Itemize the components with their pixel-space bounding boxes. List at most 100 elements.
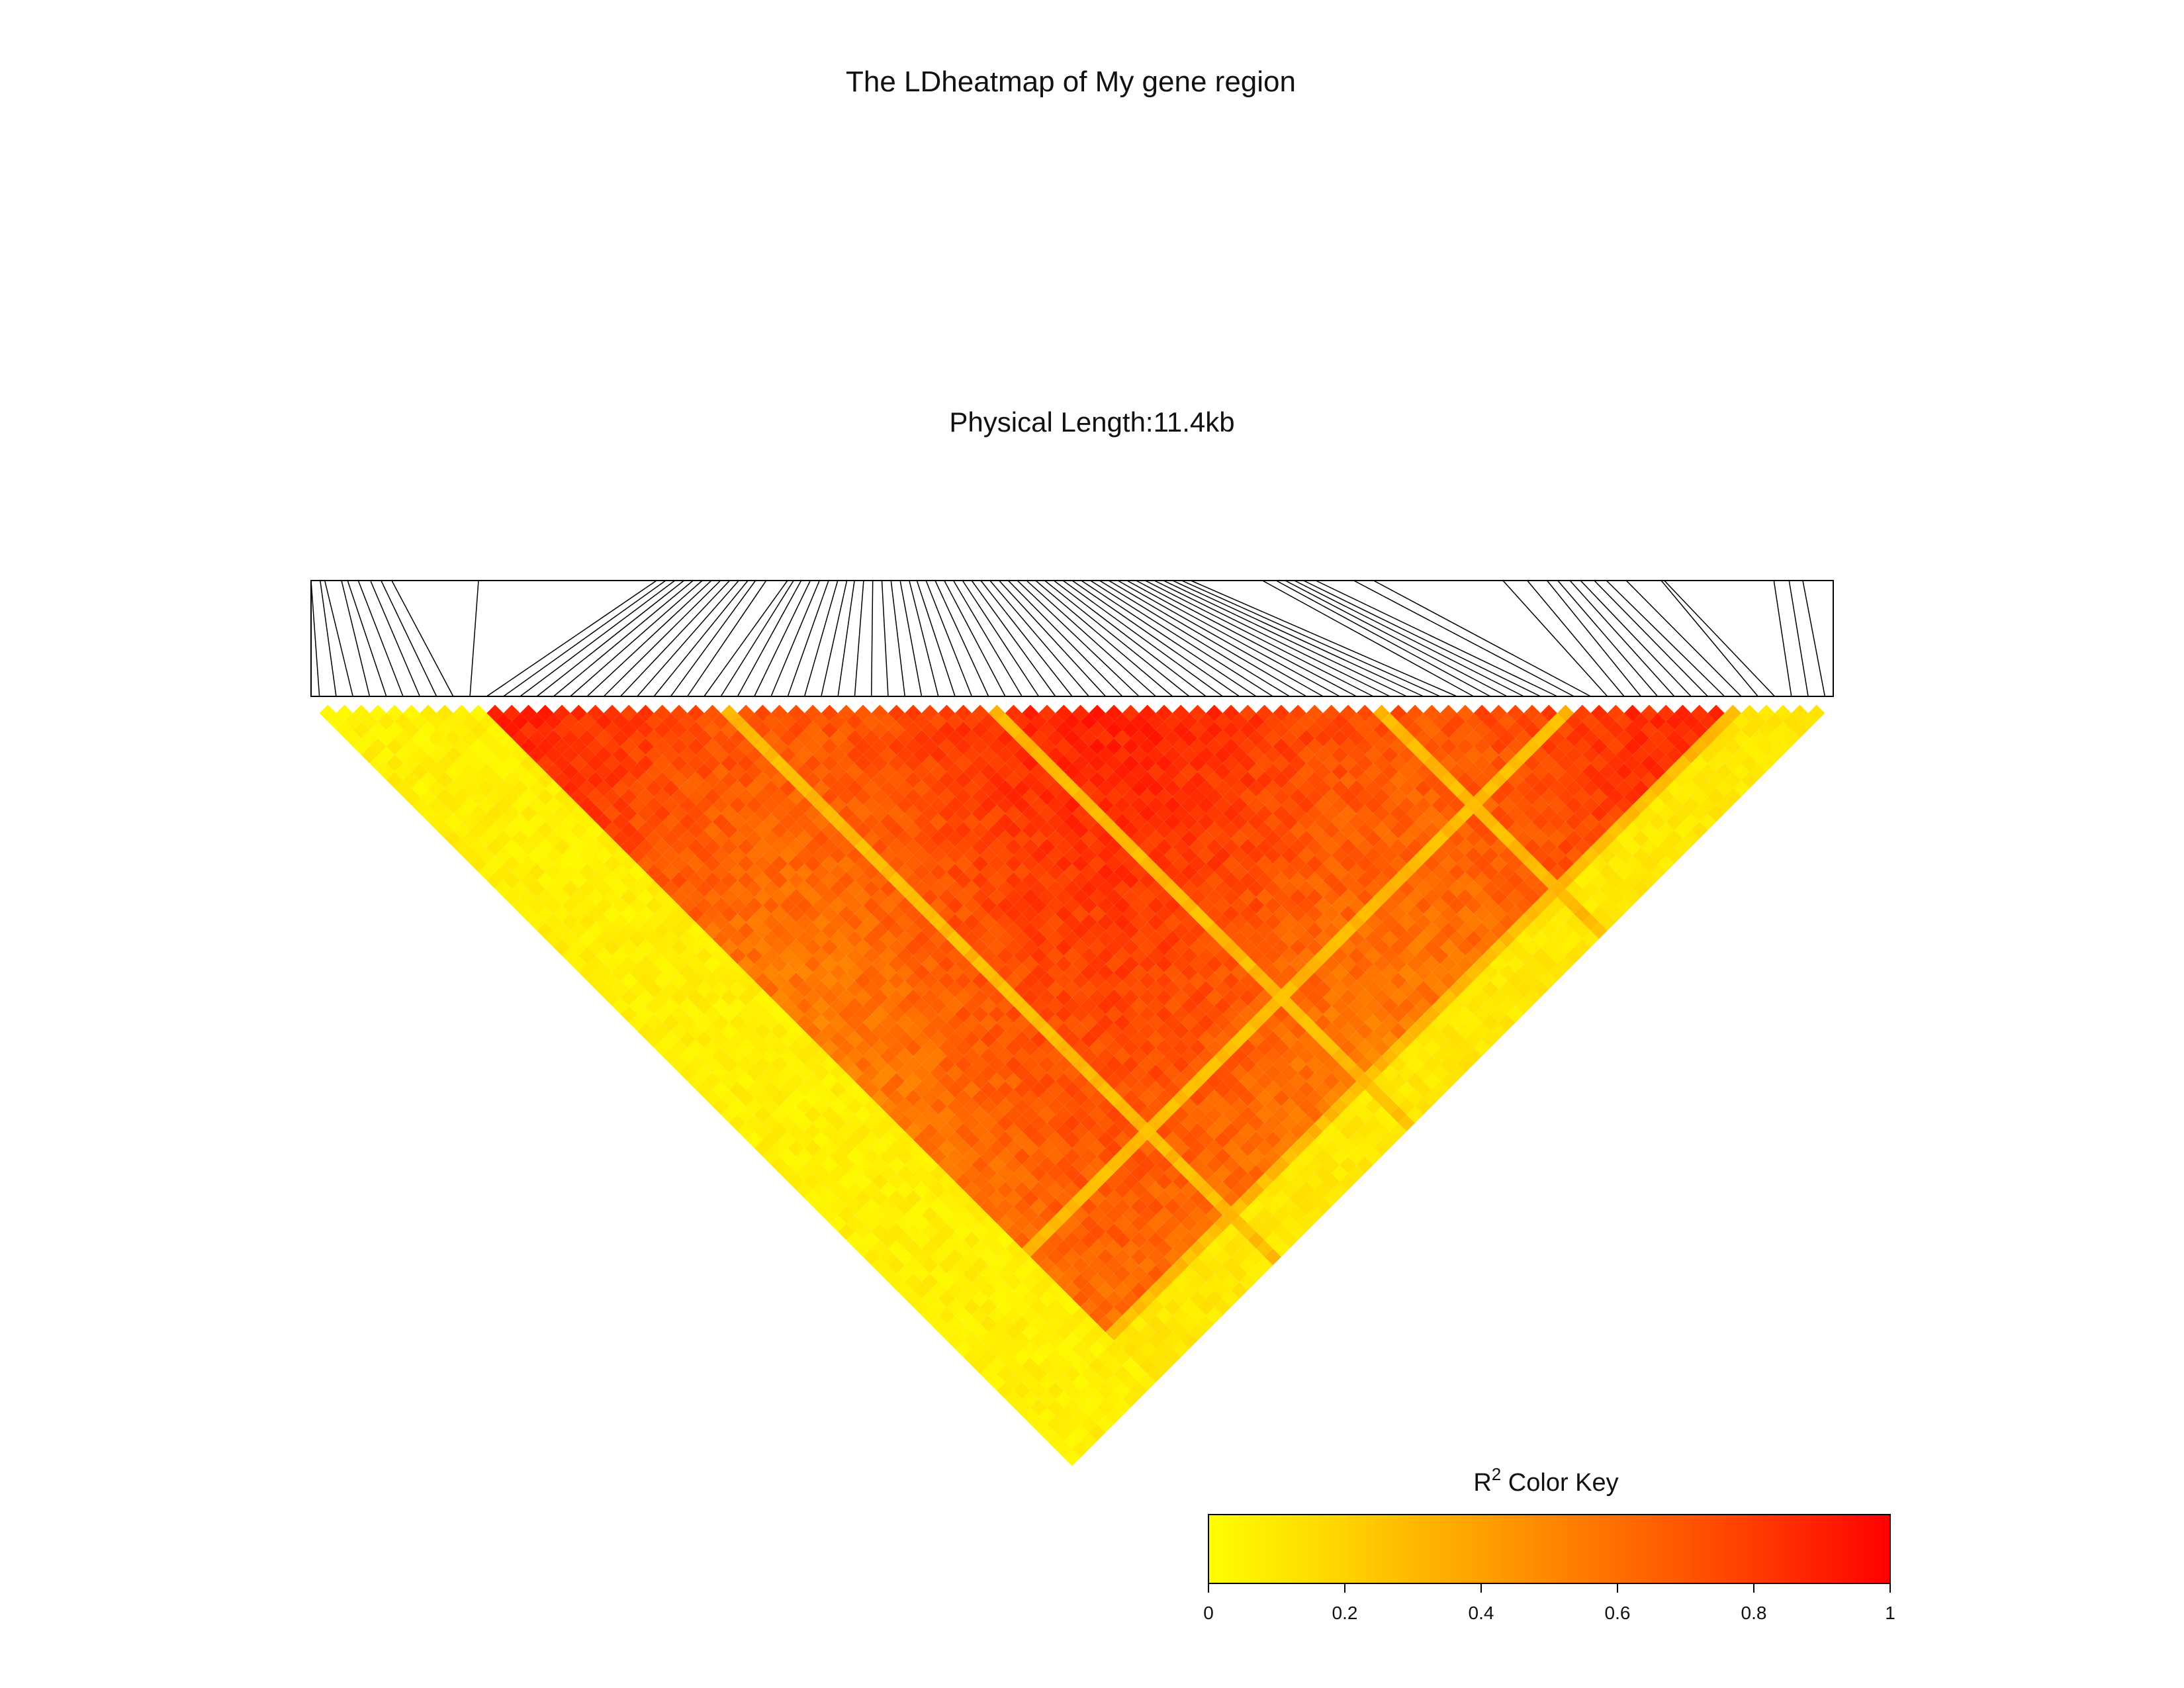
ld-cell (1080, 1332, 1097, 1349)
ld-cell (1733, 763, 1750, 780)
ld-cell (821, 721, 839, 739)
ld-cell (453, 704, 471, 722)
ld-cell (1239, 1173, 1257, 1190)
ld-cell (1197, 746, 1214, 764)
ld-cell (1381, 1081, 1398, 1098)
ld-cell (470, 704, 487, 722)
ld-cell (712, 847, 729, 864)
ld-cell (1440, 872, 1457, 889)
ld-cell (637, 888, 655, 906)
ld-cell (1289, 721, 1306, 739)
ld-cell (1482, 997, 1499, 1015)
ld-cell (712, 897, 729, 914)
ld-cell (578, 796, 596, 814)
ld-cell (1064, 980, 1081, 998)
ld-cell (562, 780, 579, 797)
snp-map-line (1661, 580, 1758, 697)
ld-cell (386, 755, 404, 772)
ld-cell (896, 980, 913, 998)
ld-cell (1314, 847, 1332, 864)
ld-cell (1465, 1047, 1482, 1065)
ld-cell (921, 1206, 938, 1224)
ld-cell (846, 1047, 864, 1065)
ld-cell (905, 1156, 922, 1174)
ld-cell (1064, 1081, 1081, 1098)
ld-cell (1080, 1282, 1097, 1299)
ld-cell (846, 997, 864, 1015)
ld-cell (1432, 1081, 1449, 1098)
ld-cell (997, 830, 1014, 847)
ld-cell (1607, 738, 1625, 755)
ld-cell (896, 1198, 913, 1215)
ld-cell (1273, 1190, 1290, 1207)
ld-cell (1448, 880, 1465, 898)
ld-cell (1005, 1323, 1023, 1341)
ld-cell (428, 796, 445, 814)
ld-cell (997, 880, 1014, 898)
ld-cell (1281, 997, 1298, 1015)
ld-cell (1615, 780, 1633, 797)
ld-cell (578, 780, 596, 797)
ld-cell (1381, 964, 1398, 981)
ld-cell (838, 1123, 855, 1140)
ld-cell (796, 930, 813, 948)
ld-cell (829, 897, 846, 914)
ld-cell (1666, 847, 1683, 864)
ld-cell (1273, 738, 1290, 755)
ld-cell (762, 1131, 780, 1149)
ld-cell (562, 897, 579, 914)
ld-cell (1632, 746, 1649, 764)
ld-cell (1323, 888, 1340, 906)
ld-cell (704, 905, 721, 923)
ld-cell (1373, 721, 1390, 739)
ld-cell (1365, 1081, 1382, 1098)
ld-cell (1181, 1131, 1198, 1149)
ld-cell (1156, 888, 1173, 906)
ld-cell (838, 888, 855, 906)
ld-cell (1507, 721, 1524, 739)
ld-cell (880, 964, 897, 981)
ld-cell (762, 1064, 780, 1082)
ld-cell (1540, 704, 1557, 722)
ld-cell (1064, 1332, 1081, 1349)
ld-cell (1105, 1056, 1122, 1073)
ld-cell (1406, 788, 1424, 806)
ld-cell (1356, 704, 1373, 722)
ld-cell (1406, 955, 1424, 973)
ld-cell (578, 813, 596, 831)
ld-cell (1273, 771, 1290, 789)
ld-cell (1565, 780, 1582, 797)
ld-cell (1114, 897, 1131, 914)
ld-cell (687, 821, 704, 839)
ld-cell (1331, 930, 1349, 948)
ld-cell (1156, 855, 1173, 872)
ld-cell (930, 796, 947, 814)
ld-cell (871, 704, 888, 722)
ld-cell (1122, 1139, 1140, 1157)
ld-cell (1348, 964, 1365, 981)
ld-cell (1465, 930, 1482, 948)
ld-cell (1465, 964, 1482, 981)
ld-cell (1080, 1432, 1097, 1450)
ld-cell (1013, 930, 1030, 948)
ld-cell (1030, 746, 1048, 764)
ld-cell (896, 1014, 913, 1031)
ld-cell (1498, 1014, 1516, 1031)
ld-cell (1649, 746, 1666, 764)
ld-cell (1515, 729, 1533, 747)
ld-cell (1222, 1072, 1240, 1090)
ld-cell (386, 738, 404, 755)
ld-cell (1139, 805, 1156, 822)
ld-cell (679, 713, 696, 730)
ld-cell (1206, 972, 1223, 990)
ld-cell (1724, 755, 1741, 772)
ld-cell (1398, 980, 1416, 998)
ld-cell (979, 847, 997, 864)
ld-cell (729, 997, 747, 1015)
ld-cell (411, 796, 428, 814)
ld-cell (1507, 805, 1524, 822)
ld-cell (979, 1148, 997, 1165)
ld-cell (905, 805, 922, 822)
ld-cell (1498, 796, 1516, 814)
ld-cell (1323, 821, 1340, 839)
